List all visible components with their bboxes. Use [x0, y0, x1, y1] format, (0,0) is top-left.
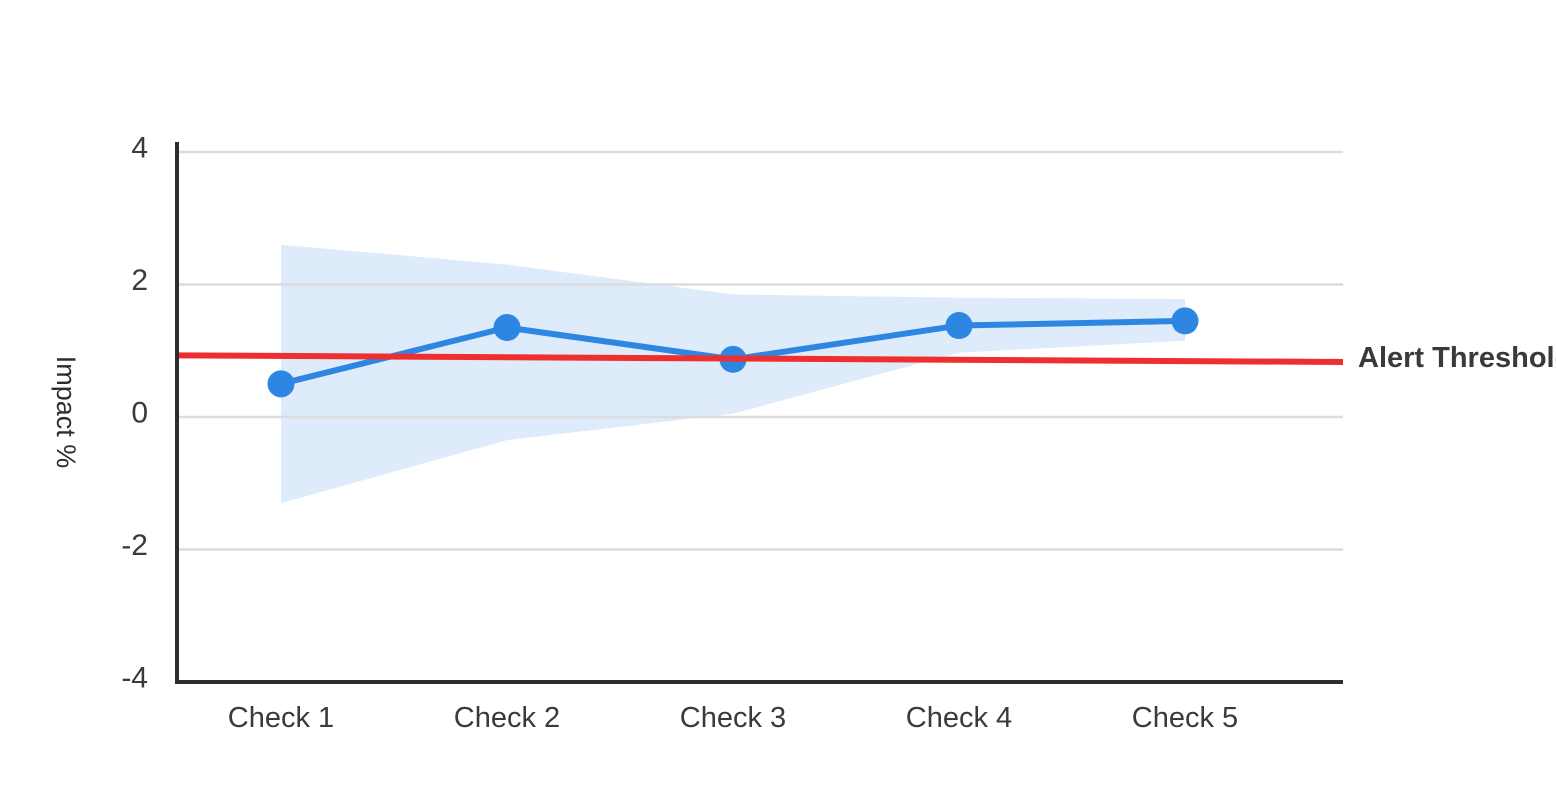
confidence-band [281, 244, 1185, 504]
threshold-label: Alert Threshold [1358, 342, 1556, 374]
gridline-layer [177, 150, 1343, 551]
x-tick-label: Check 1 [228, 702, 334, 734]
alert-threshold-line [176, 352, 1344, 365]
data-point-check-2 [493, 314, 521, 342]
y-tick-label: -4 [121, 662, 148, 695]
data-point-check-5 [1171, 307, 1199, 335]
y-tick-label: 4 [131, 131, 148, 164]
x-tick-label: Check 4 [906, 702, 1012, 734]
x-tick-label: Check 3 [680, 702, 786, 734]
y-tick-label: -2 [121, 529, 148, 562]
confidence-band-layer [281, 244, 1185, 504]
data-point-check-1 [267, 370, 295, 398]
axes-layer [175, 142, 1343, 684]
data-point-check-4 [945, 312, 973, 340]
y-axis-title: Impact % [51, 356, 81, 469]
tick-label-layer: 4 2 0 -2 -4 Check 1 Check 2 Check 3 Check 4 Check… [121, 131, 1238, 734]
y-tick-label: 2 [131, 264, 148, 297]
threshold-layer [176, 352, 1344, 365]
x-tick-label: Check 5 [1132, 702, 1238, 734]
y-tick-label: 0 [131, 396, 148, 429]
x-tick-label: Check 2 [454, 702, 560, 734]
